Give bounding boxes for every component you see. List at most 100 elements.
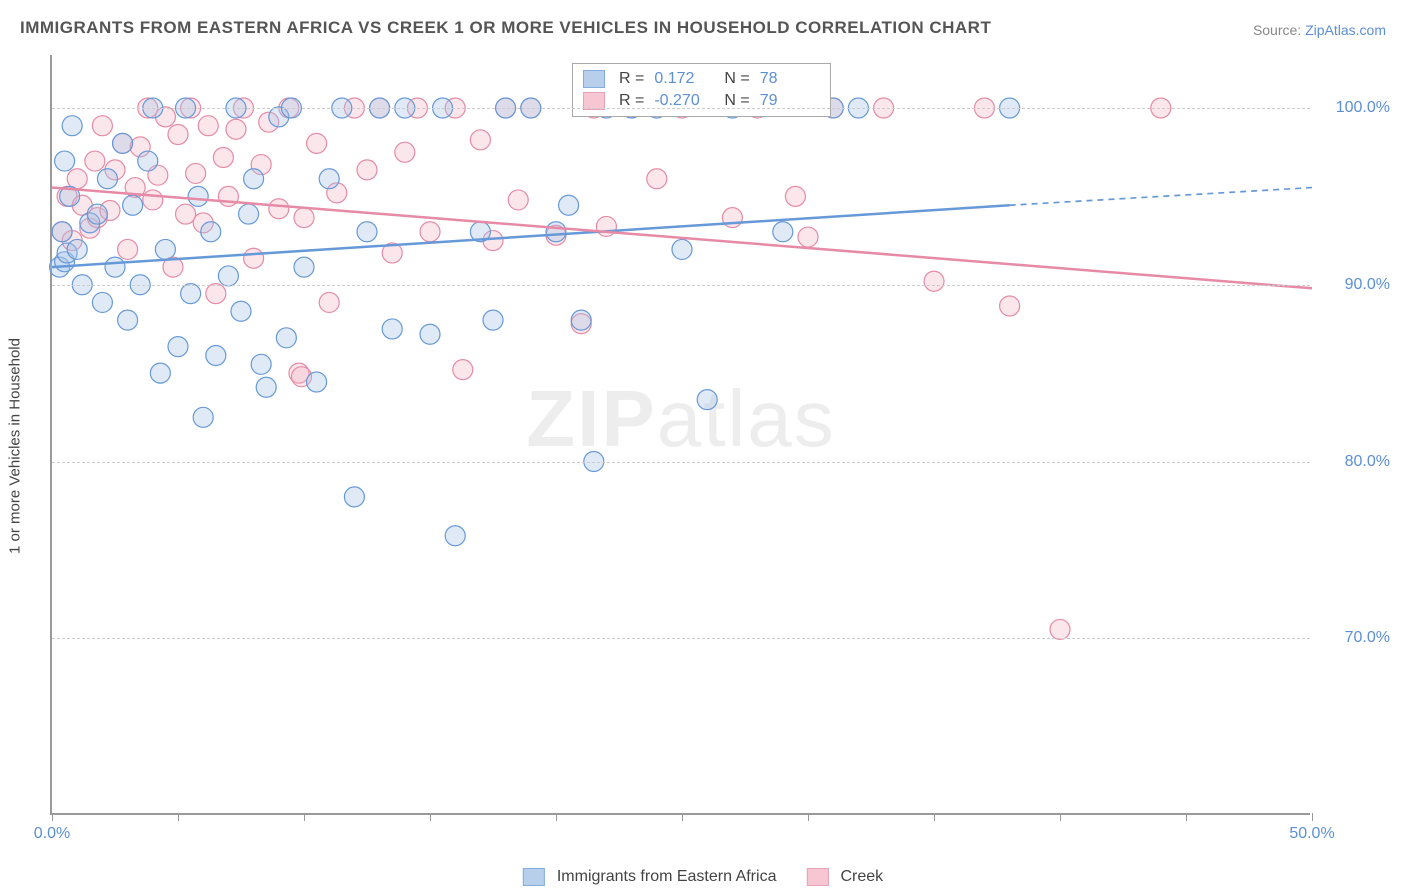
data-point <box>420 222 440 242</box>
data-point <box>213 148 233 168</box>
data-point <box>113 133 133 153</box>
data-point <box>168 125 188 145</box>
data-point <box>571 310 591 330</box>
legend-r-value: 0.172 <box>654 70 714 88</box>
data-point <box>470 130 490 150</box>
data-point <box>138 151 158 171</box>
xtick <box>304 813 305 821</box>
data-point <box>123 195 143 215</box>
bottom-legend-item: Creek <box>806 868 883 886</box>
legend-series-name: Creek <box>840 868 883 886</box>
data-point <box>294 208 314 228</box>
gridline <box>52 285 1310 286</box>
source-link[interactable]: ZipAtlas.com <box>1305 22 1386 38</box>
data-point <box>256 377 276 397</box>
ytick-label: 80.0% <box>1345 453 1390 471</box>
data-point <box>773 222 793 242</box>
data-point <box>276 328 296 348</box>
data-point <box>181 284 201 304</box>
data-point <box>307 372 327 392</box>
data-point <box>647 169 667 189</box>
data-point <box>785 186 805 206</box>
data-point <box>85 151 105 171</box>
legend-r-label: R = <box>619 70 644 88</box>
data-point <box>672 239 692 259</box>
data-point <box>231 301 251 321</box>
data-point <box>62 116 82 136</box>
data-point <box>319 169 339 189</box>
data-point <box>244 248 264 268</box>
ytick-label: 90.0% <box>1345 276 1390 294</box>
y-axis-label: 1 or more Vehicles in Household <box>7 338 24 554</box>
data-point <box>357 222 377 242</box>
xtick <box>808 813 809 821</box>
xtick <box>1186 813 1187 821</box>
data-point <box>251 354 271 374</box>
source-label: Source: ZipAtlas.com <box>1253 22 1386 38</box>
data-point <box>55 151 75 171</box>
data-point <box>453 360 473 380</box>
data-point <box>798 227 818 247</box>
bottom-legend-item: Immigrants from Eastern Africa <box>523 868 777 886</box>
plot-area: ZIPatlas R =0.172N =78R =-0.270N =79 70.… <box>50 55 1310 815</box>
bottom-legend: Immigrants from Eastern Africa Creek <box>523 868 883 886</box>
data-point <box>186 163 206 183</box>
xtick <box>1312 813 1313 821</box>
data-point <box>193 407 213 427</box>
data-point <box>52 222 72 242</box>
xtick <box>934 813 935 821</box>
data-point <box>269 199 289 219</box>
data-point <box>155 239 175 259</box>
gridline <box>52 462 1310 463</box>
data-point <box>188 186 208 206</box>
legend-series-name: Immigrants from Eastern Africa <box>557 868 777 886</box>
data-point <box>546 222 566 242</box>
trend-line-extrapolated <box>1010 188 1312 206</box>
data-point <box>924 271 944 291</box>
data-point <box>87 204 107 224</box>
xtick <box>52 813 53 821</box>
data-point <box>1000 296 1020 316</box>
xtick-label: 0.0% <box>34 825 70 843</box>
legend-swatch <box>806 868 828 886</box>
xtick <box>1060 813 1061 821</box>
data-point <box>201 222 221 242</box>
legend-swatch <box>583 70 605 88</box>
trend-line <box>52 188 1312 289</box>
data-point <box>344 487 364 507</box>
xtick-label: 50.0% <box>1289 825 1334 843</box>
legend-swatch <box>523 868 545 886</box>
legend-stats-row: R = 0.172 N = 78 <box>583 68 820 90</box>
data-point <box>206 345 226 365</box>
chart-title: IMMIGRANTS FROM EASTERN AFRICA VS CREEK … <box>20 18 991 38</box>
legend-n-label: N = <box>724 70 749 88</box>
data-point <box>445 526 465 546</box>
data-point <box>420 324 440 344</box>
data-point <box>176 204 196 224</box>
data-point <box>226 119 246 139</box>
data-point <box>105 257 125 277</box>
gridline <box>52 638 1310 639</box>
xtick <box>430 813 431 821</box>
ytick-label: 100.0% <box>1336 99 1390 117</box>
xtick <box>682 813 683 821</box>
data-point <box>382 319 402 339</box>
data-point <box>244 169 264 189</box>
data-point <box>206 284 226 304</box>
data-point <box>168 337 188 357</box>
data-point <box>67 239 87 259</box>
data-point <box>559 195 579 215</box>
legend-n-value: 78 <box>760 70 820 88</box>
data-point <box>118 239 138 259</box>
data-point <box>118 310 138 330</box>
data-point <box>143 190 163 210</box>
data-point <box>92 116 112 136</box>
ytick-label: 70.0% <box>1345 629 1390 647</box>
data-point <box>294 257 314 277</box>
data-point <box>697 390 717 410</box>
data-point <box>92 292 112 312</box>
xtick <box>178 813 179 821</box>
data-point <box>97 169 117 189</box>
data-point <box>508 190 528 210</box>
data-point <box>239 204 259 224</box>
